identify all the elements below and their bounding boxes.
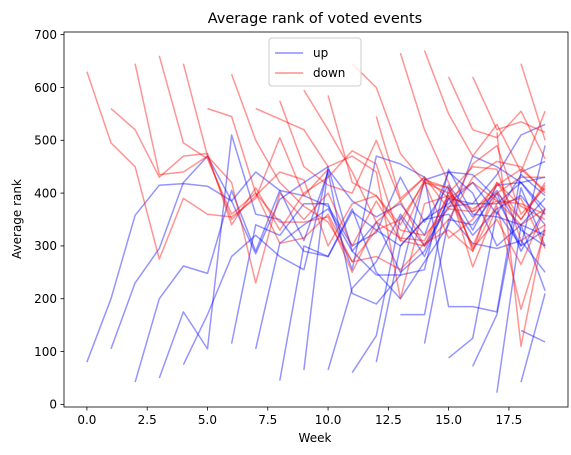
series-up-line-19 — [520, 329, 546, 343]
series-down-line-2 — [110, 108, 546, 242]
series-up-line-1 — [86, 166, 329, 363]
series-up-line-9 — [303, 165, 546, 371]
x-tick-label: 15.0 — [435, 413, 462, 427]
series-up-line-11 — [351, 194, 546, 374]
series-up-line-3 — [134, 145, 546, 383]
x-tick-label: 2.5 — [138, 413, 157, 427]
y-axis-label: Average rank — [10, 179, 24, 259]
series-down-line-18 — [496, 132, 546, 348]
legend-label-down: down — [313, 66, 345, 80]
series-up-line-17 — [496, 224, 546, 393]
series-down-line-19 — [520, 63, 546, 141]
x-tick-label: 12.5 — [375, 413, 402, 427]
series-up-line-6 — [230, 155, 546, 344]
series-down-line-13 — [375, 116, 546, 215]
series-up-line-4 — [158, 134, 546, 379]
series-layer — [86, 50, 546, 393]
series-up-line-16 — [472, 187, 546, 367]
series-down-line-10 — [303, 89, 546, 247]
series-down-line-16 — [447, 76, 546, 160]
series-up-line-14 — [423, 192, 546, 344]
series-down-line-12 — [351, 63, 546, 311]
x-tick-label: 17.5 — [496, 413, 523, 427]
series-down-line-7 — [230, 74, 546, 271]
plot-frame — [63, 31, 569, 408]
axis-layer: 0.0 2.5 5.0 7.5 10.0 12.5 15.0 17.5 0 100 200 300 40… — [34, 28, 522, 427]
series-down-line-5 — [182, 63, 546, 284]
y-tick-label: 300 — [34, 239, 57, 253]
series-up-line-5 — [182, 168, 546, 366]
series-down-line-8 — [255, 107, 546, 300]
series-up-line-13 — [400, 181, 546, 316]
y-tick-label: 600 — [34, 81, 57, 95]
y-tick-label: 500 — [34, 134, 57, 148]
series-down-line-15 — [423, 50, 546, 173]
series-down-line-4 — [158, 55, 546, 274]
y-tick-label: 400 — [34, 186, 57, 200]
legend: up down — [268, 37, 362, 87]
series-down-line-3 — [134, 63, 546, 247]
series-up-line-10 — [327, 123, 546, 371]
legend-frame — [268, 37, 362, 87]
legend-label-up: up — [313, 46, 328, 60]
y-tick-label: 200 — [34, 292, 57, 306]
series-up-line-8 — [279, 210, 546, 381]
y-tick-label: 0 — [49, 398, 57, 412]
series-up-line-7 — [254, 176, 546, 350]
series-down-line-9 — [279, 100, 546, 215]
chart-title: Average rank of voted events — [208, 11, 423, 27]
series-down-line-17 — [472, 76, 546, 134]
x-axis-label: Week — [299, 431, 332, 445]
series-up-line-15 — [448, 210, 546, 359]
x-tick-label: 5.0 — [198, 413, 217, 427]
series-up-line-18 — [520, 293, 546, 383]
y-tick-label: 100 — [34, 345, 57, 359]
series-up-line-12 — [375, 173, 546, 363]
x-tick-label: 7.5 — [258, 413, 277, 427]
series-up-line-2 — [110, 155, 546, 350]
series-down-line-1 — [86, 71, 329, 260]
x-tick-label: 0.0 — [77, 413, 96, 427]
x-tick-label: 10.0 — [315, 413, 342, 427]
series-down-line-6 — [207, 107, 546, 263]
series-down-line-14 — [399, 52, 546, 252]
series-down-line-11 — [327, 95, 546, 266]
y-tick-label: 700 — [34, 28, 57, 42]
